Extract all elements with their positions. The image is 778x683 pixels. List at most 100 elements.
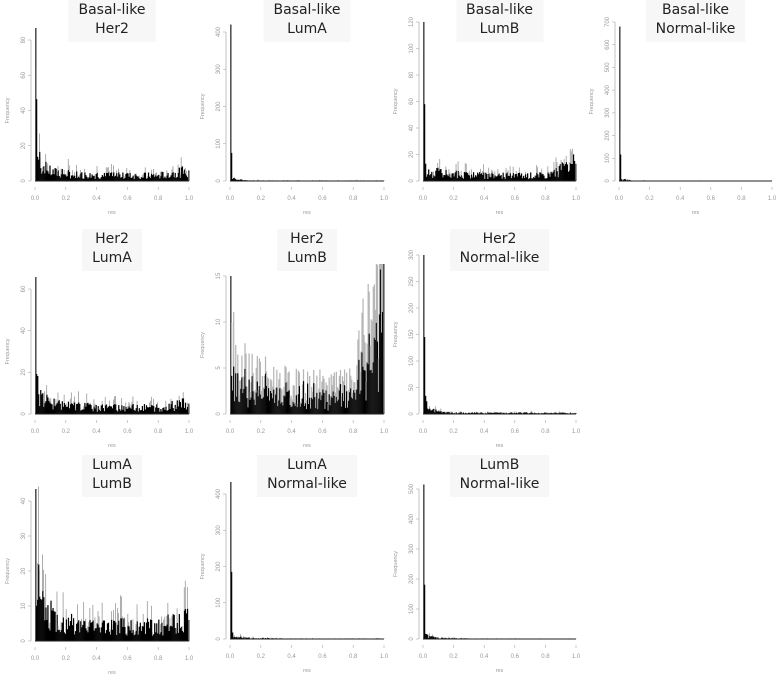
- x-tick-label: 0.6: [511, 654, 520, 660]
- x-tick-label: 0.6: [318, 429, 327, 435]
- histogram-plot: 0 100 200 300 400 500 Frequency 0.0 0.2 0.4 0.6 0.8…: [393, 483, 581, 674]
- x-tick-label: 0.8: [154, 429, 163, 435]
- y-tick-label: 5: [216, 366, 222, 370]
- y-tick-label: 200: [216, 101, 222, 112]
- y-tick-label: 300: [605, 107, 611, 118]
- y-tick-label: 300: [216, 64, 222, 75]
- panel-title-line1: LumA: [92, 457, 132, 473]
- y-tick-label: 200: [409, 573, 415, 584]
- x-tick-label: 0.0: [615, 196, 624, 202]
- panel-title-line1: Her2: [482, 231, 517, 247]
- y-tick-label: 0: [409, 179, 415, 183]
- panel-title-line1: LumB: [479, 457, 520, 473]
- panel-title: Basal-like LumB: [456, 0, 543, 42]
- histogram-plot: 0 100 200 300 400 500 600 700 Frequency 0.0 0.2 0.4…: [589, 16, 777, 216]
- y-tick-label: 200: [605, 130, 611, 141]
- y-tick-label: 0: [216, 412, 222, 416]
- x-tick-label: 0.8: [349, 654, 358, 660]
- y-axis-label: Frequency: [5, 338, 11, 364]
- x-tick-label: 1.0: [572, 196, 581, 202]
- x-tick-label: 0.6: [318, 654, 327, 660]
- x-tick-label: 0.6: [318, 196, 327, 202]
- x-axis-label: res: [496, 668, 504, 674]
- histogram-panel: 0 20 40 60 Frequency 0.0 0.2 0.4 0.6 0.8 1.0 res Her…: [0, 226, 194, 451]
- y-tick-label: 200: [216, 561, 222, 572]
- x-tick-label: 0.4: [676, 196, 685, 202]
- y-tick-label: 400: [216, 26, 222, 37]
- x-tick-label: 0.4: [480, 654, 489, 660]
- x-axis-label: res: [108, 670, 116, 676]
- x-tick-label: 0.0: [226, 429, 235, 435]
- x-tick-label: 1.0: [185, 656, 194, 662]
- x-tick-label: 0.2: [257, 654, 266, 660]
- x-tick-label: 1.0: [185, 429, 194, 435]
- histogram-plot: 0 100 200 300 400 Frequency 0.0 0.2 0.4 0.6 0.8 1.0…: [200, 482, 389, 674]
- y-tick-label: 300: [409, 543, 415, 554]
- y-tick-label: 20: [21, 567, 27, 574]
- panel-title: Basal-like LumA: [263, 0, 351, 42]
- y-axis-label: Frequency: [200, 93, 206, 119]
- y-tick-label: 0: [409, 412, 415, 416]
- x-tick-label: 0.8: [154, 656, 163, 662]
- panel-title-line2: LumA: [92, 250, 132, 266]
- x-tick-label: 1.0: [380, 429, 389, 435]
- y-axis-label: Frequency: [200, 553, 206, 579]
- panel-title-line1: Basal-like: [78, 2, 146, 18]
- y-tick-label: 60: [21, 71, 27, 78]
- y-tick-label: 60: [409, 98, 415, 105]
- x-axis-label: res: [692, 210, 700, 216]
- y-tick-label: 300: [216, 525, 222, 536]
- x-tick-label: 0.4: [92, 656, 101, 662]
- x-tick-label: 0.8: [541, 196, 550, 202]
- y-tick-label: 20: [409, 151, 415, 158]
- y-tick-label: 20: [21, 142, 27, 149]
- y-tick-label: 30: [21, 532, 27, 539]
- panel-title-line2: Her2: [95, 21, 129, 37]
- histogram-plot: 0 50 100 150 200 250 300 Frequency 0.0 0.2 0.4 0.6 0…: [393, 249, 581, 449]
- x-tick-label: 0.8: [349, 196, 358, 202]
- panel-title-line2: LumB: [479, 21, 520, 37]
- y-tick-label: 60: [21, 285, 27, 292]
- panel-title-line1: Her2: [290, 231, 324, 247]
- y-tick-label: 120: [409, 16, 415, 27]
- panel-title: Her2 LumA: [82, 229, 142, 271]
- x-tick-label: 0.0: [31, 656, 40, 662]
- x-tick-label: 0.0: [419, 196, 428, 202]
- y-axis-label: Frequency: [5, 97, 11, 123]
- panel-title: Basal-like Her2: [68, 0, 156, 42]
- y-tick-label: 0: [21, 412, 27, 416]
- x-tick-label: 0.4: [480, 196, 489, 202]
- panel-title: LumA Normal-like: [257, 455, 357, 497]
- y-tick-label: 0: [605, 179, 611, 183]
- x-tick-label: 0.4: [287, 654, 296, 660]
- histogram-plot: 0 100 200 300 400 Frequency 0.0 0.2 0.4 0.6 0.8 1.0…: [200, 24, 389, 216]
- x-tick-label: 0.0: [419, 654, 428, 660]
- x-axis-label: res: [303, 668, 311, 674]
- y-tick-label: 400: [409, 513, 415, 524]
- panel-title-line1: LumA: [287, 457, 327, 473]
- y-tick-label: 40: [21, 327, 27, 334]
- panel-title-line2: LumB: [92, 476, 132, 492]
- y-tick-label: 300: [409, 249, 415, 260]
- panel-title-line1: Basal-like: [273, 2, 341, 18]
- panel-title-line1: Basal-like: [662, 2, 729, 18]
- x-tick-label: 0.2: [257, 429, 266, 435]
- x-tick-label: 0.2: [449, 429, 458, 435]
- panel-title: Basal-like Normal-like: [645, 0, 746, 42]
- histogram-panel: 0 20 40 60 80 Frequency 0.0 0.2 0.4 0.6 0.8 1.0 res B…: [0, 0, 194, 225]
- y-tick-label: 40: [21, 107, 27, 114]
- y-axis-label: Frequency: [393, 321, 399, 347]
- histogram-plot: 0 20 40 60 80 Frequency 0.0 0.2 0.4 0.6 0.8 1.0 res: [5, 28, 194, 216]
- histogram-plot: 0 20 40 60 80 100 120 Frequency 0.0 0.2 0.4 0.6 0.8 1…: [393, 16, 581, 216]
- x-tick-label: 0.0: [226, 654, 235, 660]
- x-tick-label: 0.2: [645, 196, 654, 202]
- y-tick-label: 80: [409, 71, 415, 78]
- y-tick-label: 0: [21, 639, 27, 643]
- y-axis-label: Frequency: [5, 558, 11, 584]
- y-tick-label: 400: [605, 84, 611, 95]
- panel-title-line2: Normal-like: [655, 21, 736, 37]
- x-tick-label: 0.6: [123, 656, 132, 662]
- x-tick-label: 0.2: [62, 429, 71, 435]
- histogram-panel: 0 5 10 15 Frequency 0.0 0.2 0.4 0.6 0.8 1.0 res Her2…: [195, 226, 389, 451]
- y-tick-label: 100: [216, 138, 222, 149]
